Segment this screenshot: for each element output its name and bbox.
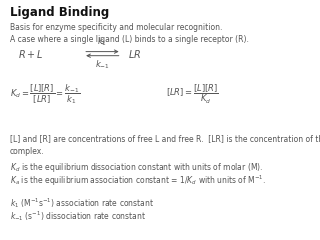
- Text: $k_1$ (M$^{-1}$s$^{-1}$) association rate constant: $k_1$ (M$^{-1}$s$^{-1}$) association rat…: [10, 196, 154, 210]
- Text: $k_{-1}$ (s$^{-1}$) dissociation rate constant: $k_{-1}$ (s$^{-1}$) dissociation rate co…: [10, 209, 146, 223]
- Text: $\mathit{LR}$: $\mathit{LR}$: [128, 48, 141, 60]
- Text: [L] and [R] are concentrations of free L and free R.  [LR] is the concentration : [L] and [R] are concentrations of free L…: [10, 134, 320, 156]
- Text: $K_d = \dfrac{[L][R]}{[LR]} = \dfrac{k_{-1}}{k_1}$: $K_d = \dfrac{[L][R]}{[LR]} = \dfrac{k_{…: [10, 83, 80, 106]
- Text: $[LR] = \dfrac{[L][R]}{K_d}$: $[LR] = \dfrac{[L][R]}{K_d}$: [166, 83, 219, 106]
- Text: $K_a$ is the equilibrium association constant = 1/$K_d$ with units of M$^{-1}$.: $K_a$ is the equilibrium association con…: [10, 174, 266, 188]
- Text: Basis for enzyme specificity and molecular recognition.: Basis for enzyme specificity and molecul…: [10, 23, 222, 32]
- Text: $k_1$: $k_1$: [97, 36, 108, 48]
- Text: Ligand Binding: Ligand Binding: [10, 6, 109, 19]
- Text: $K_d$ is the equilibrium dissociation constant with units of molar (M).: $K_d$ is the equilibrium dissociation co…: [10, 161, 263, 174]
- Text: A case where a single ligand (L) binds to a single receptor (R).: A case where a single ligand (L) binds t…: [10, 35, 248, 44]
- Text: $\mathit{R} + \mathit{L}$: $\mathit{R} + \mathit{L}$: [18, 48, 43, 60]
- Text: $k_{-1}$: $k_{-1}$: [95, 58, 110, 71]
